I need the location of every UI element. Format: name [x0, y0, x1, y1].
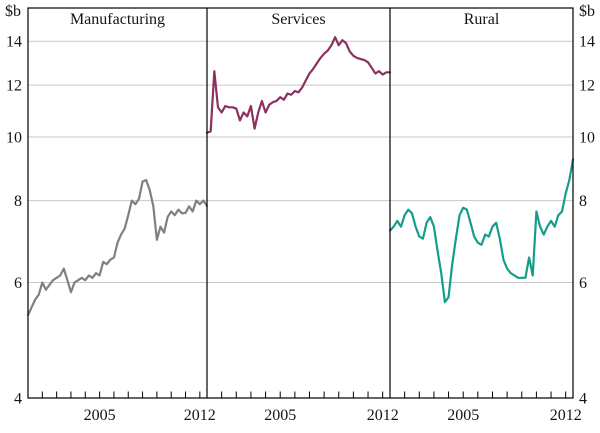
panel-dividers — [206, 8, 391, 398]
series-layer — [26, 36, 575, 317]
series-line-services — [205, 36, 392, 134]
x-label-p1-2012: 2012 — [184, 407, 216, 424]
y-label-right-4: 4 — [579, 391, 587, 408]
y-axis-labels-right: 14 12 10 8 6 4 — [579, 34, 595, 408]
y-label-left-4: 4 — [14, 391, 22, 408]
y-label-left-10: 10 — [6, 130, 22, 147]
y-label-left-8: 8 — [14, 193, 22, 210]
x-axis-ticks — [41, 391, 567, 398]
y-label-right-12: 12 — [579, 78, 595, 95]
y-label-left-6: 6 — [14, 275, 22, 292]
y-axis-labels-left: 14 12 10 8 6 4 — [6, 34, 22, 408]
gridlines — [28, 40, 573, 283]
panel-title-manufacturing: Manufacturing — [70, 11, 165, 28]
unit-label-right: $b — [579, 3, 595, 20]
panel-title-rural: Rural — [464, 11, 500, 28]
x-label-p2-2005: 2005 — [264, 407, 296, 424]
y-label-right-8: 8 — [579, 193, 587, 210]
x-label-p2-2012: 2012 — [367, 407, 399, 424]
x-label-p3-2012: 2012 — [550, 407, 582, 424]
plot-frame — [27, 7, 574, 399]
y-label-left-12: 12 — [6, 78, 22, 95]
y-label-right-6: 6 — [579, 275, 587, 292]
unit-label-left: $b — [5, 3, 21, 20]
x-label-p3-2005: 2005 — [447, 407, 479, 424]
y-label-right-10: 10 — [579, 130, 595, 147]
x-label-p1-2005: 2005 — [84, 407, 116, 424]
y-label-right-14: 14 — [579, 34, 595, 51]
x-axis-labels: 2005 2012 2005 2012 2005 2012 — [84, 407, 582, 424]
series-line-manufacturing — [26, 178, 209, 317]
panel-title-services: Services — [271, 11, 325, 28]
series-line-rural — [388, 158, 575, 304]
y-label-left-14: 14 — [6, 34, 22, 51]
